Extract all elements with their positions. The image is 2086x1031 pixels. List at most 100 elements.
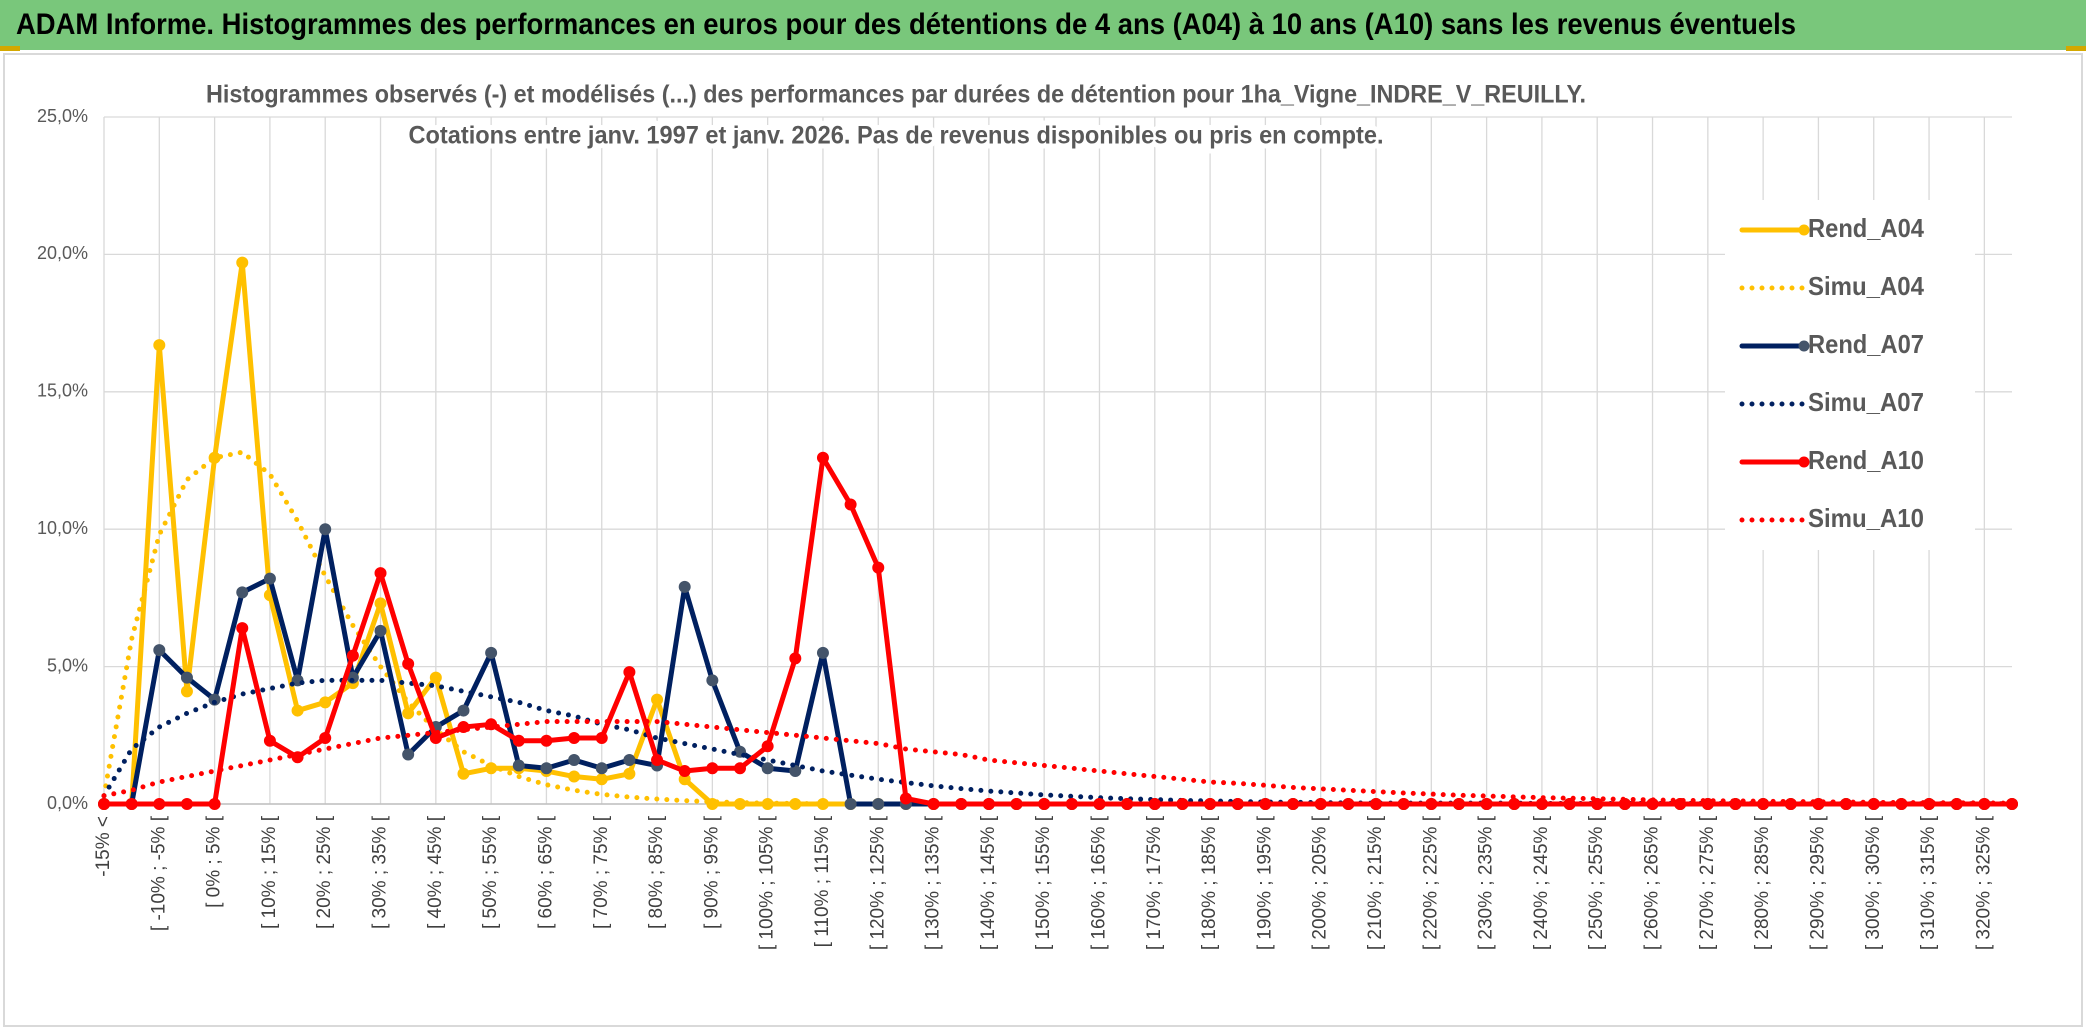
chart-title: Histogrammes observés (-) et modélisés (… <box>206 81 1586 109</box>
marker <box>595 762 608 775</box>
marker <box>1508 798 1521 810</box>
y-tick-label: 25,0% <box>37 106 88 126</box>
marker <box>291 704 304 717</box>
marker <box>872 561 885 574</box>
marker <box>125 798 138 810</box>
x-tick-label: [ 170% ; 175% [ <box>1144 815 1165 950</box>
marker <box>623 666 636 679</box>
marker <box>955 798 968 810</box>
marker <box>180 685 193 698</box>
x-tick-label: [ 80% ; 85% [ <box>646 815 667 929</box>
marker <box>1591 798 1604 810</box>
marker <box>208 798 221 810</box>
marker <box>485 762 498 775</box>
x-tick-label: -15% < <box>93 816 114 877</box>
x-tick-label: [ 230% ; 235% [ <box>1476 815 1497 950</box>
legend-marker <box>1798 340 1810 352</box>
marker <box>236 622 249 635</box>
marker <box>761 740 774 753</box>
marker <box>1010 798 1023 810</box>
legend-box <box>1725 200 1975 550</box>
marker <box>1342 798 1355 810</box>
marker <box>485 646 498 659</box>
x-tick-label: [ 30% ; 35% [ <box>370 815 391 929</box>
marker <box>319 696 332 709</box>
marker <box>457 767 470 780</box>
marker <box>789 652 802 665</box>
x-tick-label: [ 250% ; 255% [ <box>1586 815 1607 950</box>
x-tick-label: [ -10% ; -5% [ <box>148 815 169 931</box>
marker <box>1757 798 1770 810</box>
line <box>101 455 2015 807</box>
marker <box>595 773 608 786</box>
x-tick-label: [ 10% ; 15% [ <box>259 815 280 929</box>
marker <box>1314 798 1327 810</box>
marker <box>402 748 415 761</box>
x-tick-label: [ 40% ; 45% [ <box>425 815 446 929</box>
marker <box>1038 798 1051 810</box>
marker <box>678 765 691 778</box>
y-tick-label: 20,0% <box>37 243 88 263</box>
x-tick-label: [ 310% ; 315% [ <box>1918 815 1939 950</box>
marker <box>540 734 553 747</box>
marker <box>153 798 166 810</box>
marker <box>540 762 553 775</box>
marker <box>1563 798 1576 810</box>
marker <box>844 498 857 511</box>
marker <box>623 767 636 780</box>
x-tick-label: [ 100% ; 105% [ <box>757 815 778 950</box>
marker <box>180 798 193 810</box>
marker <box>319 523 332 536</box>
chart-subtitle: Cotations entre janv. 1997 et janv. 2026… <box>409 122 1384 150</box>
x-tick-label: [ 270% ; 275% [ <box>1697 815 1718 950</box>
header-bar <box>0 0 2086 50</box>
marker <box>1176 798 1189 810</box>
y-tick-label: 15,0% <box>37 381 88 401</box>
marker <box>153 339 166 352</box>
marker <box>568 732 581 745</box>
x-tick-label: [ 150% ; 155% [ <box>1033 815 1054 950</box>
marker <box>512 759 525 772</box>
marker <box>706 674 719 687</box>
marker <box>1480 798 1493 810</box>
plot-area: -15% < [ -10% ; -5% [[ 0% ; 5% [[ 10% ; 1… <box>37 106 2018 950</box>
x-tick-label: [ 200% ; 205% [ <box>1310 815 1331 950</box>
x-tick-label: [ 90% ; 95% [ <box>701 815 722 929</box>
corner <box>0 46 20 51</box>
marker <box>623 754 636 767</box>
marker <box>927 798 940 810</box>
marker <box>346 649 359 662</box>
marker <box>236 586 249 599</box>
y-tick-label: 10,0% <box>37 518 88 538</box>
corner <box>2066 46 2086 51</box>
marker <box>1093 798 1106 810</box>
marker <box>429 671 442 684</box>
marker <box>678 580 691 593</box>
legend-label: Rend_A07 <box>1808 329 1924 359</box>
marker <box>844 798 857 810</box>
marker <box>761 762 774 775</box>
marker <box>153 644 166 657</box>
x-tick-label: [ 110% ; 115% [ <box>812 815 833 947</box>
marker <box>263 734 276 747</box>
marker <box>651 693 664 706</box>
marker <box>512 734 525 747</box>
y-tick-label: 5,0% <box>47 655 88 675</box>
legend-marker <box>1798 224 1810 236</box>
marker <box>568 754 581 767</box>
marker <box>1397 798 1410 810</box>
marker <box>789 765 802 778</box>
marker <box>2006 798 2018 810</box>
marker <box>1287 798 1300 810</box>
marker <box>208 693 221 706</box>
y-tick-label: 0,0% <box>47 793 88 813</box>
marker <box>1148 798 1161 810</box>
marker <box>1065 798 1078 810</box>
x-tick-label: [ 140% ; 145% [ <box>978 815 999 950</box>
x-tick-label: [ 70% ; 75% [ <box>591 815 612 929</box>
marker <box>374 597 387 610</box>
marker <box>872 798 885 810</box>
legend-label: Rend_A04 <box>1808 213 1924 243</box>
